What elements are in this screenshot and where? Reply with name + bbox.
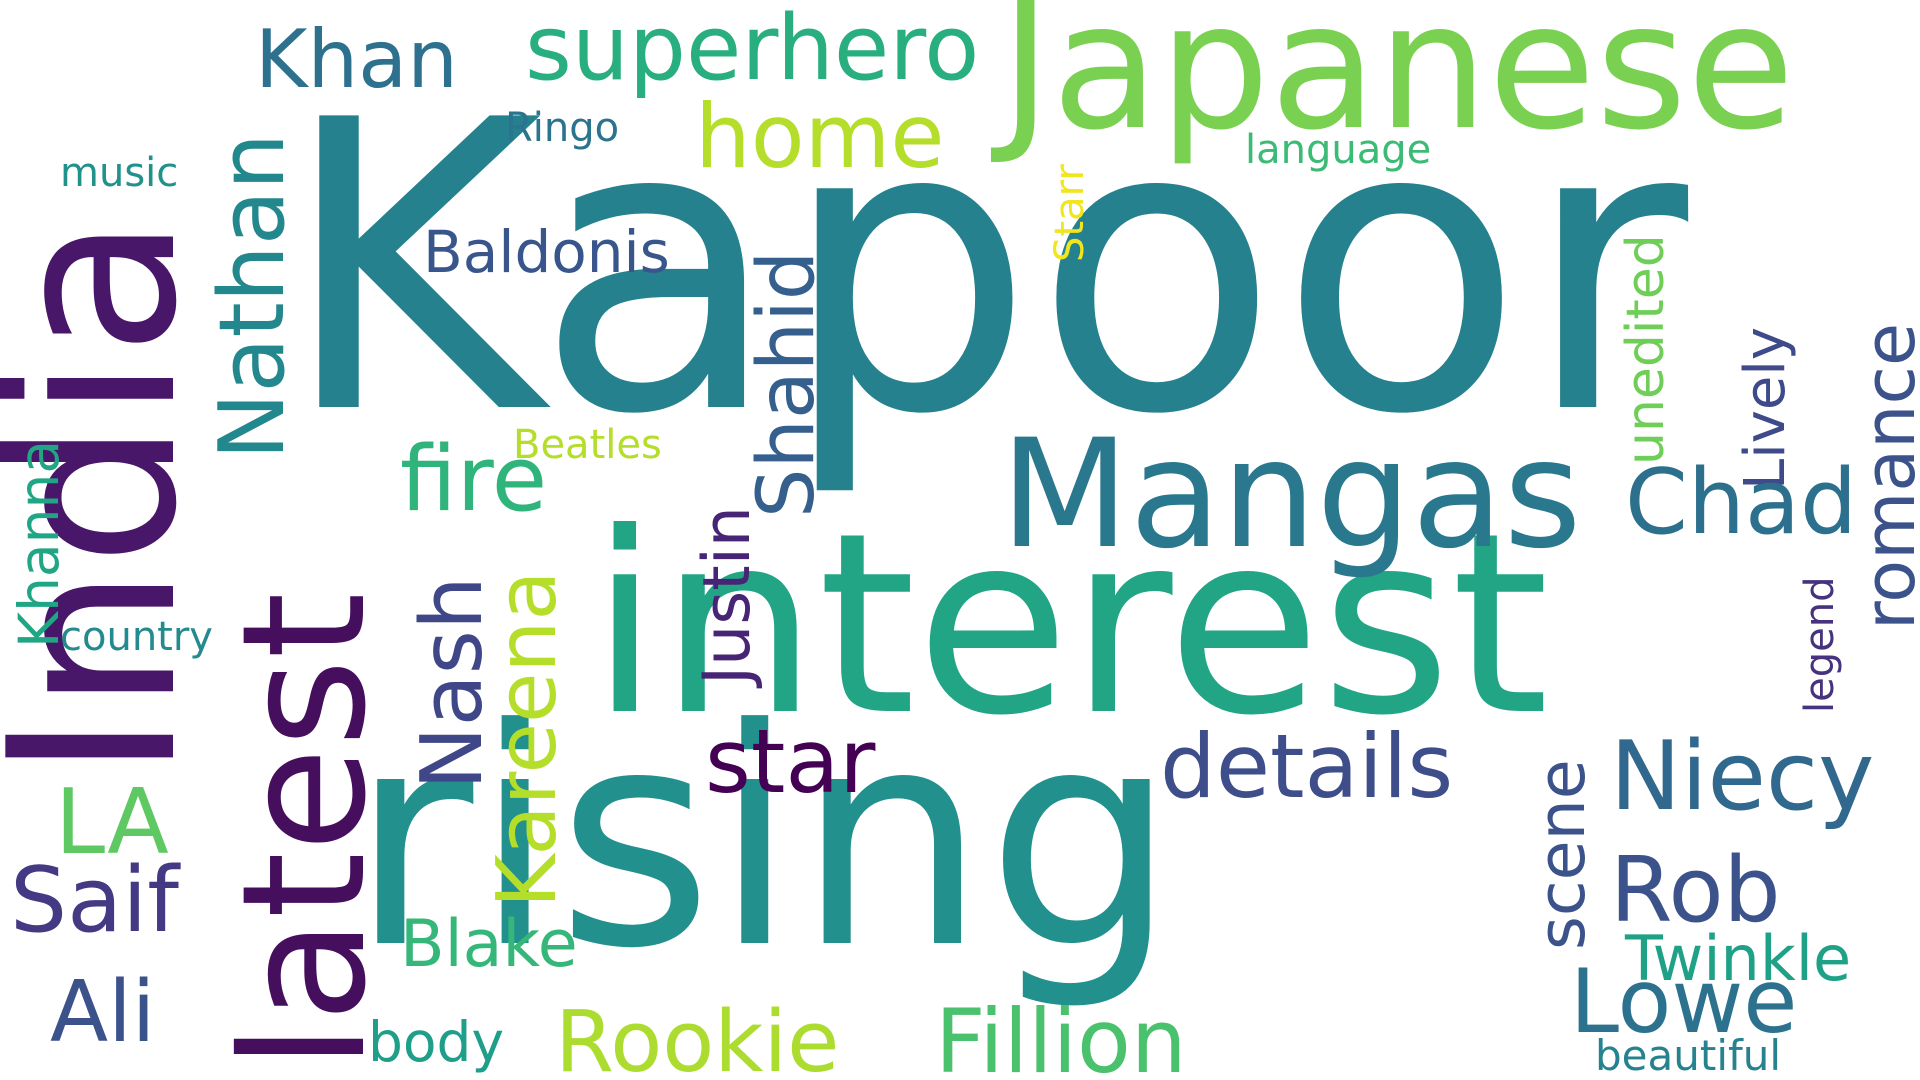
word-la: LA (55, 770, 169, 875)
word-blake: Blake (400, 907, 578, 982)
word-ali: Ali (50, 963, 156, 1062)
word-nathan: Nathan (200, 133, 305, 460)
word-rookie: Rookie (555, 993, 840, 1080)
word-kapoor: Kapoor (280, 37, 1689, 502)
word-lowe: Lowe (1570, 950, 1798, 1053)
word-beautiful: beautiful (1595, 1031, 1782, 1080)
word-interest: interest (590, 479, 1550, 770)
word-twinkle: Twinkle (1625, 922, 1852, 995)
word-fire: fire (400, 427, 548, 532)
word-body: body (368, 1010, 505, 1074)
word-language: language (1245, 127, 1432, 173)
word-ringo: Ringo (505, 105, 620, 151)
word-scene: scene (1525, 759, 1600, 950)
word-mangas: Mangas (1000, 408, 1582, 582)
word-latest: latest (206, 592, 404, 1070)
word-niecy: Niecy (1610, 722, 1875, 832)
word-music: music (60, 150, 179, 196)
word-country: country (60, 614, 213, 660)
word-fillion: Fillion (935, 990, 1187, 1080)
word-star: star (705, 710, 876, 813)
word-home: home (695, 85, 945, 188)
word-rob: Rob (1610, 838, 1781, 943)
word-starr: Starr (1047, 164, 1093, 262)
word-shahid: Shahid (742, 250, 832, 518)
word-details: details (1160, 715, 1454, 818)
word-legend: legend (1797, 576, 1843, 713)
word-khanna: Khanna (7, 439, 71, 648)
word-unedited: unedited (1616, 234, 1676, 465)
word-rising: rising (350, 665, 1177, 1014)
word-superhero: superhero (525, 0, 980, 101)
word-romance: romance (1849, 322, 1920, 630)
word-justin: Justin (690, 506, 765, 685)
word-beatles: Beatles (513, 422, 662, 468)
word-baldonis: Baldonis (423, 218, 670, 286)
word-japanese: Japanese (1000, 0, 1795, 169)
word-khan: Khan (255, 13, 458, 106)
word-chad: Chad (1625, 450, 1858, 555)
word-kareena: Kareena (480, 570, 575, 908)
word-saif: Saif (10, 848, 179, 953)
